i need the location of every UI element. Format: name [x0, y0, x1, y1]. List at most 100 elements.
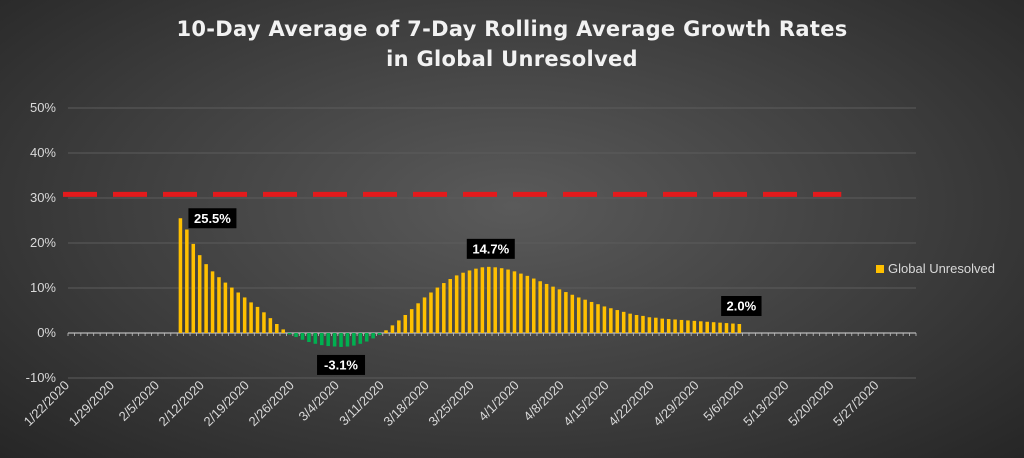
bar: [583, 299, 587, 333]
bar: [319, 333, 324, 346]
bar: [699, 321, 703, 333]
bar: [602, 306, 607, 333]
bar: [576, 297, 581, 333]
bar: [692, 320, 697, 333]
bar: [429, 292, 433, 333]
x-tick-label: 5/6/2020: [700, 378, 746, 424]
x-tick-label: 3/11/2020: [336, 378, 387, 429]
bar: [531, 278, 536, 333]
bar: [686, 320, 690, 333]
bar: [731, 323, 735, 333]
x-tick-label: 4/8/2020: [520, 378, 566, 424]
bar: [596, 304, 600, 333]
bar: [544, 283, 549, 333]
chart-title-line-2: in Global Unresolved: [386, 47, 638, 71]
bar: [358, 333, 363, 344]
bar: [551, 286, 555, 333]
data-label-box: [188, 208, 237, 229]
bar: [377, 333, 382, 335]
y-tick-label: -10%: [26, 370, 57, 385]
bar: [448, 279, 453, 333]
bar: [236, 292, 241, 333]
bar: [281, 329, 285, 333]
legend-label: Global Unresolved: [888, 261, 995, 276]
data-label-box: [466, 238, 515, 259]
bar: [641, 315, 645, 333]
bar: [538, 281, 542, 333]
x-tick-label: 3/18/2020: [380, 378, 432, 430]
bar: [403, 315, 408, 333]
bar: [570, 294, 575, 333]
bar: [718, 322, 722, 333]
bar: [223, 282, 228, 333]
bar: [666, 319, 671, 333]
bar: [313, 333, 318, 344]
bar: [519, 273, 523, 333]
x-tick-label: 2/5/2020: [116, 378, 162, 424]
bar: [525, 275, 530, 333]
bar: [249, 302, 253, 333]
chart-title-line-1: 10-Day Average of 7-Day Rolling Average …: [176, 17, 848, 41]
bar: [711, 322, 716, 333]
x-tick-label: 3/4/2020: [296, 378, 342, 424]
bar: [268, 318, 273, 333]
bar: [499, 268, 504, 333]
bar: [262, 312, 266, 333]
bar: [422, 297, 427, 333]
x-tick-label: 2/19/2020: [200, 378, 252, 430]
data-label: 14.7%: [472, 241, 509, 256]
x-tick-label: 5/13/2020: [740, 378, 792, 430]
bar: [204, 264, 208, 333]
bar: [185, 229, 189, 333]
bar: [679, 319, 684, 333]
bar: [512, 271, 517, 333]
y-tick-label: 20%: [30, 235, 56, 250]
y-tick-label: 50%: [30, 100, 56, 115]
data-label: -3.1%: [324, 357, 358, 372]
y-tick-label: 40%: [30, 145, 56, 160]
x-tick-label: 4/1/2020: [475, 378, 521, 424]
bar: [454, 275, 459, 333]
bar: [506, 269, 510, 333]
bar: [384, 330, 388, 333]
bar: [230, 287, 234, 333]
bar: [326, 333, 330, 347]
bar: [705, 321, 709, 333]
data-label-box: [317, 354, 366, 375]
bar: [654, 317, 658, 333]
x-tick-label: 4/29/2020: [650, 378, 702, 430]
bar: [461, 272, 465, 333]
chart-title: 10-Day Average of 7-Day Rolling Average …: [0, 14, 1024, 74]
bar: [287, 333, 292, 335]
bar: [621, 311, 626, 333]
bar: [634, 315, 639, 333]
bar: [352, 333, 356, 346]
bar: [210, 271, 215, 333]
bar: [615, 310, 620, 333]
bar: [294, 333, 298, 338]
bar: [673, 319, 677, 333]
data-label-box: [721, 296, 762, 316]
bar: [390, 325, 395, 333]
bar: [397, 320, 401, 333]
legend-swatch: [876, 264, 884, 273]
bar: [609, 308, 613, 333]
bar: [242, 297, 247, 333]
bar: [275, 324, 279, 333]
data-label: 2.0%: [727, 299, 757, 314]
x-tick-label: 4/22/2020: [605, 378, 657, 430]
y-tick-label: 0%: [37, 325, 56, 340]
y-tick-label: 30%: [30, 190, 56, 205]
bar: [255, 306, 260, 333]
x-tick-label: 1/29/2020: [66, 378, 118, 430]
bar: [647, 317, 652, 333]
bar: [589, 301, 594, 333]
x-tick-label: 5/27/2020: [830, 378, 882, 430]
bar: [493, 267, 497, 333]
bar: [191, 243, 196, 333]
bar: [300, 333, 305, 340]
bar: [474, 268, 478, 333]
bar: [364, 333, 369, 342]
bar: [737, 324, 742, 333]
